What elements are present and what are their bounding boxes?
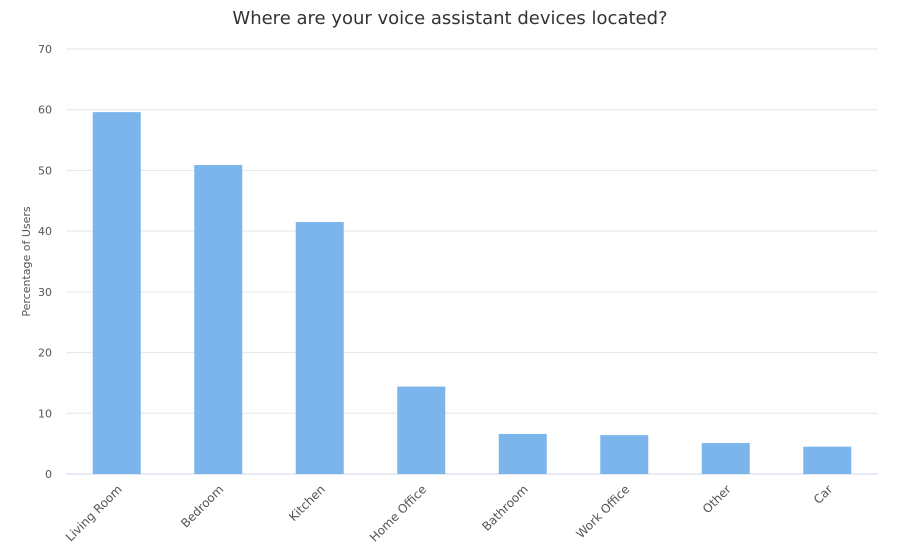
y-tick-label: 70 (38, 43, 52, 56)
bar-kitchen[interactable] (295, 222, 344, 474)
bar-car[interactable] (803, 446, 852, 474)
x-tick-label: Bedroom (178, 482, 226, 530)
bar-work-office[interactable] (600, 435, 649, 474)
grid-lines (66, 48, 878, 475)
y-tick-label: 40 (38, 225, 52, 238)
y-axis-ticks: 0 10 20 30 40 50 60 70 (38, 43, 52, 481)
bar-living-room[interactable] (92, 112, 141, 475)
y-tick-label: 60 (38, 104, 52, 117)
x-tick-label: Other (700, 482, 734, 516)
chart-title: Where are your voice assistant devices l… (232, 8, 668, 29)
bar-bedroom[interactable] (194, 164, 243, 474)
bar-bathroom[interactable] (498, 433, 547, 474)
bar-home-office[interactable] (397, 386, 446, 474)
y-axis-title: Percentage of Users (20, 206, 33, 317)
x-tick-label: Living Room (63, 482, 125, 544)
x-tick-label: Work Office (574, 482, 633, 541)
x-axis-labels: Living Room Bedroom Kitchen Home Office Bath… (63, 482, 836, 544)
x-tick-label: Bathroom (479, 482, 531, 534)
x-tick-label: Home Office (367, 482, 429, 544)
y-tick-label: 0 (45, 468, 52, 481)
x-tick-label: Car (811, 482, 836, 507)
y-tick-label: 50 (38, 164, 52, 177)
x-tick-label: Kitchen (286, 482, 328, 524)
bar-other[interactable] (701, 443, 750, 474)
y-tick-label: 20 (38, 347, 52, 360)
bars (92, 112, 852, 475)
y-tick-label: 30 (38, 286, 52, 299)
y-tick-label: 10 (38, 407, 52, 420)
